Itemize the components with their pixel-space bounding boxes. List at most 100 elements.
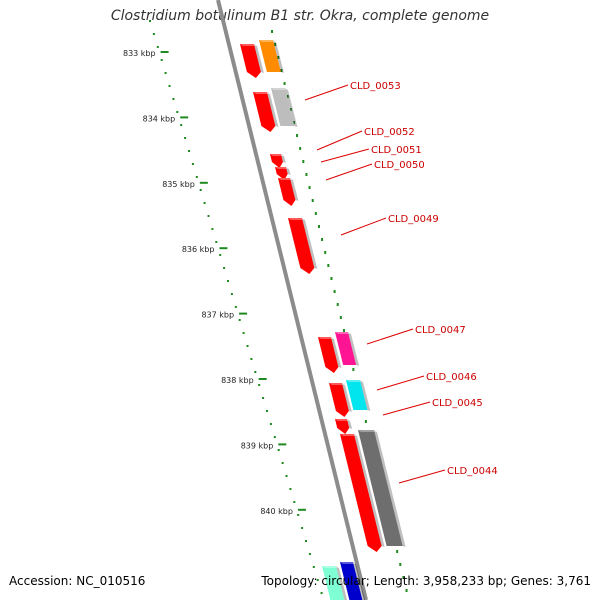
gene-label-leader: [340, 217, 387, 236]
gene-label-leader: [398, 469, 446, 484]
gene-feature-highlight: [335, 419, 350, 421]
scale-dot: [266, 410, 268, 412]
gene-feature-block: [253, 92, 279, 132]
gene-feature-shadow: [347, 419, 353, 429]
gene-feature-shadow: [374, 430, 406, 547]
scale-dot: [215, 241, 218, 243]
track-dot: [308, 186, 311, 189]
gene-feature-face: [318, 337, 339, 373]
gene-feature-highlight: [259, 40, 276, 42]
scale-tick-label: 837 kbp: [201, 311, 234, 320]
scale-dot: [180, 124, 183, 126]
gene-feature-highlight: [253, 92, 270, 94]
gene-feature-block: [340, 562, 366, 600]
gene-feature-face: [340, 562, 363, 600]
track-dot: [277, 56, 280, 59]
gene-feature-highlight: [318, 337, 334, 339]
gene-feature-block: [275, 167, 291, 180]
gene-feature-highlight: [329, 383, 345, 385]
track-dot: [283, 82, 286, 85]
scale-dot: [258, 384, 261, 386]
scale-dot: [250, 358, 253, 360]
track-dot: [302, 160, 305, 163]
genome-backbone-line: [216, 0, 368, 600]
track-dot: [314, 212, 317, 215]
gene-feature-block: [318, 337, 342, 373]
track-dot: [352, 368, 355, 371]
scale-dot: [211, 228, 214, 230]
gene-feature-block: [322, 566, 348, 600]
gene-feature-block: [270, 154, 286, 168]
scale-dot: [305, 540, 307, 542]
scale-dot: [312, 566, 315, 568]
scale-dot: [254, 371, 257, 373]
scale-dot: [281, 462, 284, 464]
gene-feature-face: [270, 154, 283, 168]
scale-dot: [297, 514, 300, 516]
scale-dot: [234, 306, 237, 308]
gene-feature-shadow: [285, 88, 298, 127]
scale-dot: [195, 176, 198, 178]
genome-summary-text: Topology: circular; Length: 3,958,233 bp…: [261, 574, 591, 588]
scale-tick-label: 835 kbp: [162, 180, 195, 189]
gene-feature-shadow: [273, 40, 284, 73]
scale-dot: [301, 527, 304, 529]
gene-feature-face: [278, 178, 296, 206]
gene-feature-highlight: [270, 154, 284, 156]
scale-dot: [273, 436, 276, 438]
scale-track: 833 kbp 834 kbp 835 kbp 836 kbp 837 kbp 838 k…: [123, 20, 323, 594]
gene-feature-highlight: [358, 430, 377, 432]
gene-label: CLD_0047: [415, 325, 466, 336]
scale-dot: [262, 397, 265, 399]
gene-label: CLD_0050: [374, 160, 425, 171]
track-dot: [405, 589, 408, 592]
gene-feature-block: [346, 380, 371, 411]
track-dot: [274, 43, 277, 46]
gene-feature-highlight: [335, 332, 351, 334]
gene-feature-block: [259, 40, 284, 73]
gene-feature-highlight: [322, 566, 339, 568]
scale-dot: [242, 332, 245, 334]
gene-feature-face: [329, 383, 349, 417]
track-dot: [305, 173, 308, 176]
track-dot: [396, 550, 399, 553]
scale-tick-label: 836 kbp: [182, 245, 215, 254]
gene-feature-block: [288, 218, 318, 274]
scale-dot: [289, 488, 292, 490]
gene-feature-face: [271, 88, 295, 126]
scale-dot: [160, 59, 163, 61]
gene-feature-block: [278, 178, 299, 206]
track-dot: [286, 95, 289, 98]
track-dot: [317, 225, 320, 228]
gene-feature-face: [335, 419, 350, 434]
track-dot: [333, 290, 336, 293]
gene-label-leader: [366, 328, 414, 345]
gene-feature-face: [346, 380, 368, 410]
scale-dot: [316, 579, 319, 581]
gene-label: CLD_0045: [432, 398, 483, 409]
gene-feature-block: [358, 430, 406, 547]
gene-feature-highlight: [340, 434, 357, 436]
gene-label: CLD_0052: [364, 127, 415, 138]
scale-tick-label: 833 kbp: [123, 49, 156, 58]
scale-dot: [156, 46, 159, 48]
scale-dot: [227, 280, 229, 282]
gene-feature-highlight: [275, 167, 289, 169]
gene-label-leader: [316, 130, 363, 151]
scale-dot: [172, 98, 175, 100]
track-dot: [292, 121, 295, 124]
gene-feature-block: [335, 332, 360, 366]
gene-feature-shadow: [348, 332, 360, 366]
gene-labels: CLD_0053 CLD_0052 CLD_0051 CLD_0050 CLD_0049…: [304, 81, 498, 484]
gene-feature-shadow: [290, 178, 299, 201]
gene-feature-shadow: [360, 380, 371, 411]
gene-feature-highlight: [271, 88, 288, 90]
scale-dot: [293, 501, 296, 503]
gene-feature-shadow: [267, 92, 279, 127]
gene-feature-highlight: [340, 562, 356, 564]
track-dot: [296, 134, 299, 137]
track-dot: [364, 420, 367, 423]
gene-feature-shadow: [281, 154, 286, 163]
gene-feature-shadow: [354, 434, 385, 547]
track-dot: [327, 264, 330, 267]
